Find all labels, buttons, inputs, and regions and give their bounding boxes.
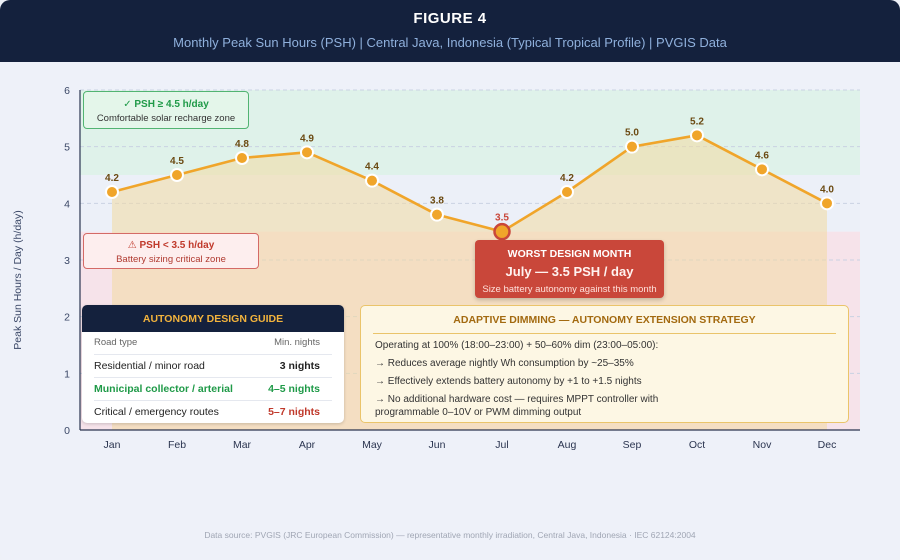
data-point <box>365 173 379 188</box>
guide-nights: 5–7 nights <box>268 406 320 418</box>
x-tick-label: Apr <box>299 439 316 451</box>
data-point <box>300 145 314 160</box>
data-label: 4.2 <box>105 173 119 184</box>
dimming-title: ADAPTIVE DIMMING — AUTONOMY EXTENSION ST… <box>373 314 836 334</box>
x-tick-label: Jul <box>495 439 508 451</box>
y-tick-label: 2 <box>64 312 70 324</box>
chart-axes: 0 1 2 3 4 5 6 Jan Feb Mar Apr May Jun Jul Aug Sep Oct Nov… <box>64 85 860 451</box>
data-label: 5.0 <box>625 128 639 139</box>
y-tick-label: 3 <box>64 255 70 267</box>
dimming-point: → No additional hardware cost — requires… <box>375 394 659 405</box>
data-label: 5.2 <box>690 116 704 127</box>
comfortable-zone-title: ✓ PSH ≥ 4.5 h/day <box>123 99 209 110</box>
guide-road: Critical / emergency routes <box>94 406 219 418</box>
critical-zone-callout: ⚠ PSH < 3.5 h/day Battery sizing critica… <box>83 233 259 269</box>
table-row: Residential / minor road 3 nights <box>94 355 332 378</box>
guide-nights: 4–5 nights <box>268 383 320 395</box>
data-label: 3.5 <box>495 213 509 224</box>
x-tick-label: Jan <box>104 439 121 451</box>
dimming-point: → Reduces average nightly Wh consumption… <box>375 358 634 369</box>
data-label: 3.8 <box>430 196 444 207</box>
y-tick-label: 6 <box>64 85 70 97</box>
x-tick-label: Jun <box>429 439 446 451</box>
guide-header-row: Road type Min. nights <box>94 332 332 355</box>
critical-zone-subtitle: Battery sizing critical zone <box>116 254 226 265</box>
series-line-psh <box>111 134 828 233</box>
data-point-worst <box>493 222 511 241</box>
figure-label: FIGURE 4 <box>413 10 487 27</box>
worst-month-note: Size battery autonomy against this month <box>482 284 657 295</box>
comfortable-zone-subtitle: Comfortable solar recharge zone <box>96 113 236 124</box>
data-label: 4.8 <box>235 139 249 150</box>
guide-nights: 3 nights <box>279 360 320 372</box>
x-tick-label: Dec <box>818 439 837 451</box>
x-tick-label: Oct <box>689 439 705 451</box>
figure-subtitle: Monthly Peak Sun Hours (PSH) | Central J… <box>173 35 727 50</box>
data-point <box>755 162 769 177</box>
critical-zone-title: ⚠ PSH < 3.5 h/day <box>127 240 215 251</box>
y-tick-label: 4 <box>64 198 70 210</box>
x-tick-label: Aug <box>558 439 577 451</box>
y-tick-label: 1 <box>64 368 70 380</box>
comfortable-zone-callout: ✓ PSH ≥ 4.5 h/day Comfortable solar rech… <box>83 91 249 129</box>
guide-col-road: Road type <box>94 337 138 348</box>
data-point <box>430 207 444 222</box>
y-tick-label: 0 <box>64 425 70 437</box>
dimming-point-continued: programmable 0–10V or PWM dimming output <box>375 407 582 418</box>
x-tick-label: Nov <box>753 439 772 451</box>
chart-series-line <box>111 134 828 233</box>
dimming-intro: Operating at 100% (18:00–23:00) + 50–60%… <box>375 340 659 351</box>
x-tick-label: Mar <box>233 439 252 451</box>
data-label: 4.6 <box>755 150 769 161</box>
data-point <box>560 185 574 199</box>
data-point <box>820 196 834 211</box>
figure-header: FIGURE 4 Monthly Peak Sun Hours (PSH) | … <box>0 0 900 62</box>
data-point <box>625 139 639 154</box>
x-tick-label: Feb <box>168 439 186 451</box>
autonomy-design-guide: AUTONOMY DESIGN GUIDE Road type Min. nig… <box>82 305 344 423</box>
data-point <box>690 128 704 143</box>
y-axis-label: Peak Sun Hours / Day (h/day) <box>12 210 24 349</box>
x-tick-label: Sep <box>623 439 642 451</box>
table-row: Municipal collector / arterial 4–5 night… <box>94 378 332 401</box>
y-tick-label: 5 <box>64 142 70 154</box>
guide-title: AUTONOMY DESIGN GUIDE <box>82 305 344 332</box>
data-label: 4.0 <box>820 184 834 195</box>
data-label: 4.9 <box>300 133 314 144</box>
data-source-footer: Data source: PVGIS (JRC European Commiss… <box>204 530 696 540</box>
adaptive-dimming-panel: ADAPTIVE DIMMING — AUTONOMY EXTENSION ST… <box>360 305 849 423</box>
data-point <box>170 168 184 182</box>
data-point <box>235 151 249 165</box>
chart-data-labels: 4.2 4.5 4.8 4.9 4.4 3.8 3.5 4.2 5.0 5.2 4.6 4.0 <box>105 116 834 223</box>
worst-month-title: WORST DESIGN MONTH <box>507 248 632 260</box>
x-tick-label: May <box>362 439 383 451</box>
worst-month-value: July — 3.5 PSH / day <box>505 264 634 279</box>
chart-points <box>105 128 834 241</box>
dimming-point: → Effectively extends battery autonomy b… <box>375 376 642 387</box>
worst-month-callout: WORST DESIGN MONTH July — 3.5 PSH / day … <box>475 240 664 298</box>
data-label: 4.5 <box>170 156 184 167</box>
data-point <box>105 185 119 199</box>
guide-road: Municipal collector / arterial <box>94 383 233 395</box>
table-row: Critical / emergency routes 5–7 nights <box>94 401 332 423</box>
guide-col-nights: Min. nights <box>274 337 320 348</box>
data-label: 4.4 <box>365 162 379 173</box>
guide-road: Residential / minor road <box>94 360 205 372</box>
data-label: 4.2 <box>560 173 574 184</box>
